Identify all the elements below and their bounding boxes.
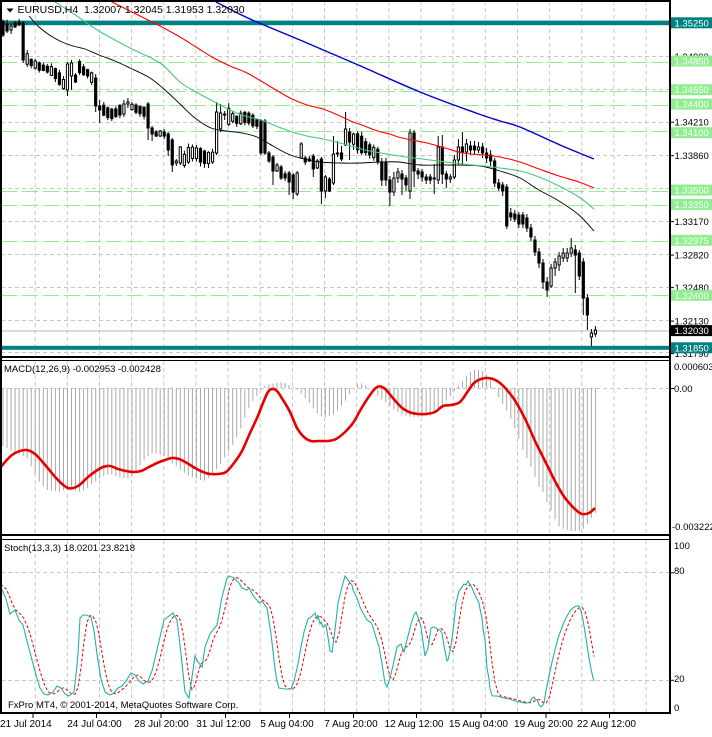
svg-text:1.33860: 1.33860 [675, 151, 709, 162]
svg-text:1.33500: 1.33500 [675, 186, 709, 197]
svg-text:100: 100 [674, 541, 690, 552]
svg-text:1.32030: 1.32030 [675, 326, 709, 337]
svg-text:1.32400: 1.32400 [675, 291, 709, 302]
svg-text:7 Aug 20:00: 7 Aug 20:00 [324, 719, 378, 730]
svg-text:FxPro MT4, © 2001-2014, MetaQu: FxPro MT4, © 2001-2014, MetaQuotes Softw… [8, 700, 238, 711]
svg-text:0.00: 0.00 [674, 384, 693, 395]
svg-text:12 Aug 12:00: 12 Aug 12:00 [385, 719, 444, 730]
svg-text:1.33350: 1.33350 [675, 200, 709, 211]
svg-text:1.31850: 1.31850 [675, 343, 709, 354]
svg-text:1.34210: 1.34210 [675, 118, 709, 129]
svg-text:31 Jul 12:00: 31 Jul 12:00 [196, 719, 251, 730]
svg-text:1.34850: 1.34850 [675, 57, 709, 68]
svg-text:-0.003222: -0.003222 [672, 522, 712, 533]
svg-text:Stoch(13,3,3) 18.0201 23.8218: Stoch(13,3,3) 18.0201 23.8218 [4, 543, 135, 554]
svg-text:1.34400: 1.34400 [675, 100, 709, 111]
svg-text:1.33170: 1.33170 [675, 217, 709, 228]
svg-text:28 Jul 20:00: 28 Jul 20:00 [134, 719, 189, 730]
svg-text:0.000603: 0.000603 [674, 362, 712, 373]
svg-text:20: 20 [674, 674, 685, 685]
svg-text:0: 0 [674, 703, 679, 714]
svg-text:1.32820: 1.32820 [675, 251, 709, 262]
svg-text:22 Aug 12:00: 22 Aug 12:00 [577, 719, 636, 730]
svg-text:1.34100: 1.34100 [675, 128, 709, 139]
svg-text:1.32975: 1.32975 [675, 236, 709, 247]
svg-text:MACD(12,26,9) -0.002953 -0.002: MACD(12,26,9) -0.002953 -0.002428 [4, 364, 161, 375]
svg-text:1.32480: 1.32480 [675, 283, 709, 294]
svg-text:15 Aug 04:00: 15 Aug 04:00 [449, 719, 508, 730]
svg-text:1.34550: 1.34550 [675, 85, 709, 96]
svg-text:1.32130: 1.32130 [675, 317, 709, 328]
svg-text:1.31790: 1.31790 [675, 349, 709, 360]
svg-text:21 Jul 2014: 21 Jul 2014 [0, 719, 52, 730]
svg-text:EURUSD,H4 1.32007 1.32045 1.3: EURUSD,H4 1.32007 1.32045 1.31953 1.3203… [18, 4, 245, 16]
svg-text:80: 80 [674, 566, 685, 577]
svg-text:1.35250: 1.35250 [675, 18, 709, 29]
svg-text:19 Aug 20:00: 19 Aug 20:00 [514, 719, 573, 730]
svg-text:24 Jul 04:00: 24 Jul 04:00 [67, 719, 122, 730]
svg-text:5 Aug 04:00: 5 Aug 04:00 [260, 719, 314, 730]
